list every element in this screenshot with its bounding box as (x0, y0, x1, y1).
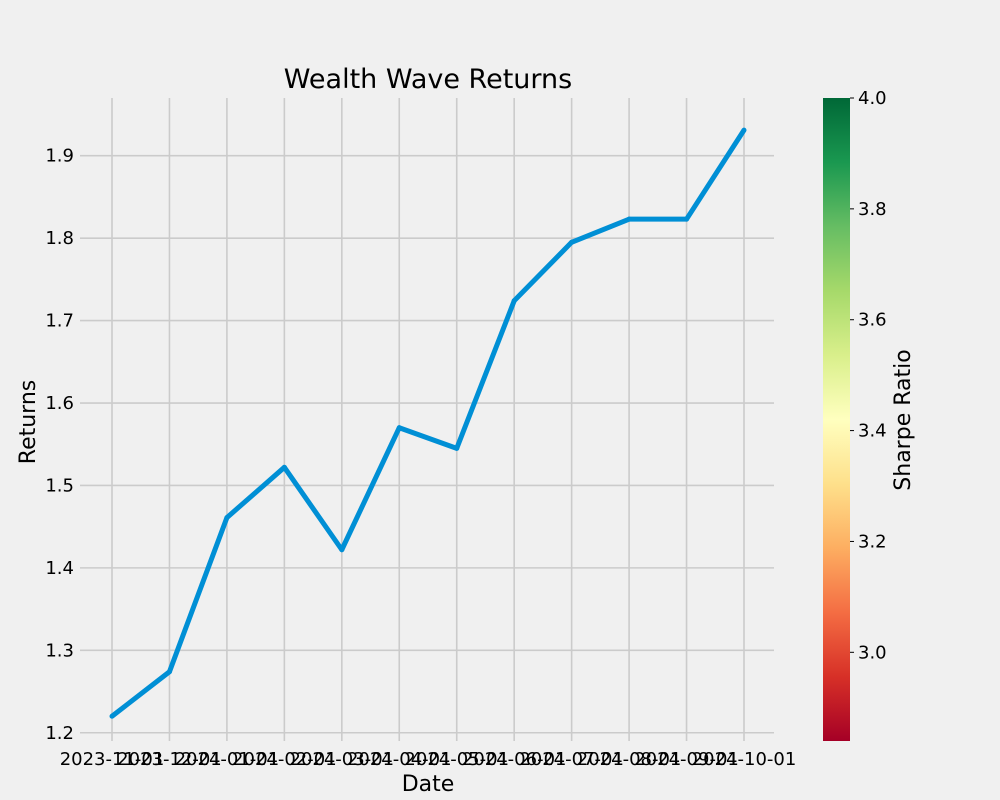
x-tick-label: 2023-11-01 (60, 749, 165, 770)
x-tick-label: 2024-09-01 (634, 749, 739, 770)
data-point (511, 298, 517, 304)
series-layer (109, 127, 747, 719)
data-point (741, 127, 747, 133)
data-point (684, 216, 690, 222)
data-point (224, 515, 230, 521)
data-point (281, 464, 287, 470)
colorbar-tick-label: 3.8 (858, 199, 887, 220)
y-tick-label: 1.5 (45, 475, 74, 496)
x-tick-label: 2024-04-01 (347, 749, 452, 770)
y-axis-label: Returns (16, 380, 41, 464)
x-tick-label: 2024-01-01 (175, 749, 280, 770)
x-tick-label: 2024-06-01 (462, 749, 567, 770)
y-tick-label: 1.4 (45, 558, 74, 579)
y-tick-label: 1.3 (45, 640, 74, 661)
colorbar-tick-label: 3.4 (858, 421, 887, 442)
y-tick-label: 1.2 (45, 723, 74, 744)
x-axis-ticks: 2023-11-012023-12-012024-01-012024-02-01… (60, 749, 797, 770)
x-tick-label: 2024-10-01 (692, 749, 797, 770)
y-tick-label: 1.7 (45, 311, 74, 332)
y-tick-label: 1.9 (45, 146, 74, 167)
x-tick-label: 2023-12-01 (117, 749, 222, 770)
colorbar-label: Sharpe Ratio (891, 349, 916, 490)
data-point (396, 425, 402, 431)
colorbar-tick-label: 3.0 (858, 642, 887, 663)
colorbar (823, 98, 850, 741)
x-tick-label: 2024-02-01 (232, 749, 337, 770)
data-point (339, 547, 345, 553)
y-tick-label: 1.8 (45, 228, 74, 249)
series-line (110, 128, 747, 719)
x-tick-label: 2024-05-01 (404, 749, 509, 770)
colorbar-ticks: 3.0 3.2 3.4 3.6 3.8 4.0 (850, 88, 887, 663)
x-axis-label: Date (402, 772, 455, 797)
data-point (569, 239, 575, 245)
data-point (109, 713, 115, 719)
data-point (454, 445, 460, 451)
grid (80, 98, 774, 741)
colorbar-tick-label: 3.6 (858, 310, 887, 331)
colorbar-tick-label: 3.2 (858, 531, 887, 552)
chart-title: Wealth Wave Returns (284, 64, 572, 95)
y-tick-label: 1.6 (45, 393, 74, 414)
x-tick-label: 2024-07-01 (519, 749, 624, 770)
y-axis-ticks: 1.2 1.3 1.4 1.5 1.6 1.7 1.8 1.9 (45, 146, 74, 744)
x-tick-label: 2024-03-01 (290, 749, 395, 770)
data-point (626, 216, 632, 222)
x-tick-label: 2024-08-01 (577, 749, 682, 770)
colorbar-tick-label: 4.0 (858, 88, 887, 109)
data-point (166, 669, 172, 675)
